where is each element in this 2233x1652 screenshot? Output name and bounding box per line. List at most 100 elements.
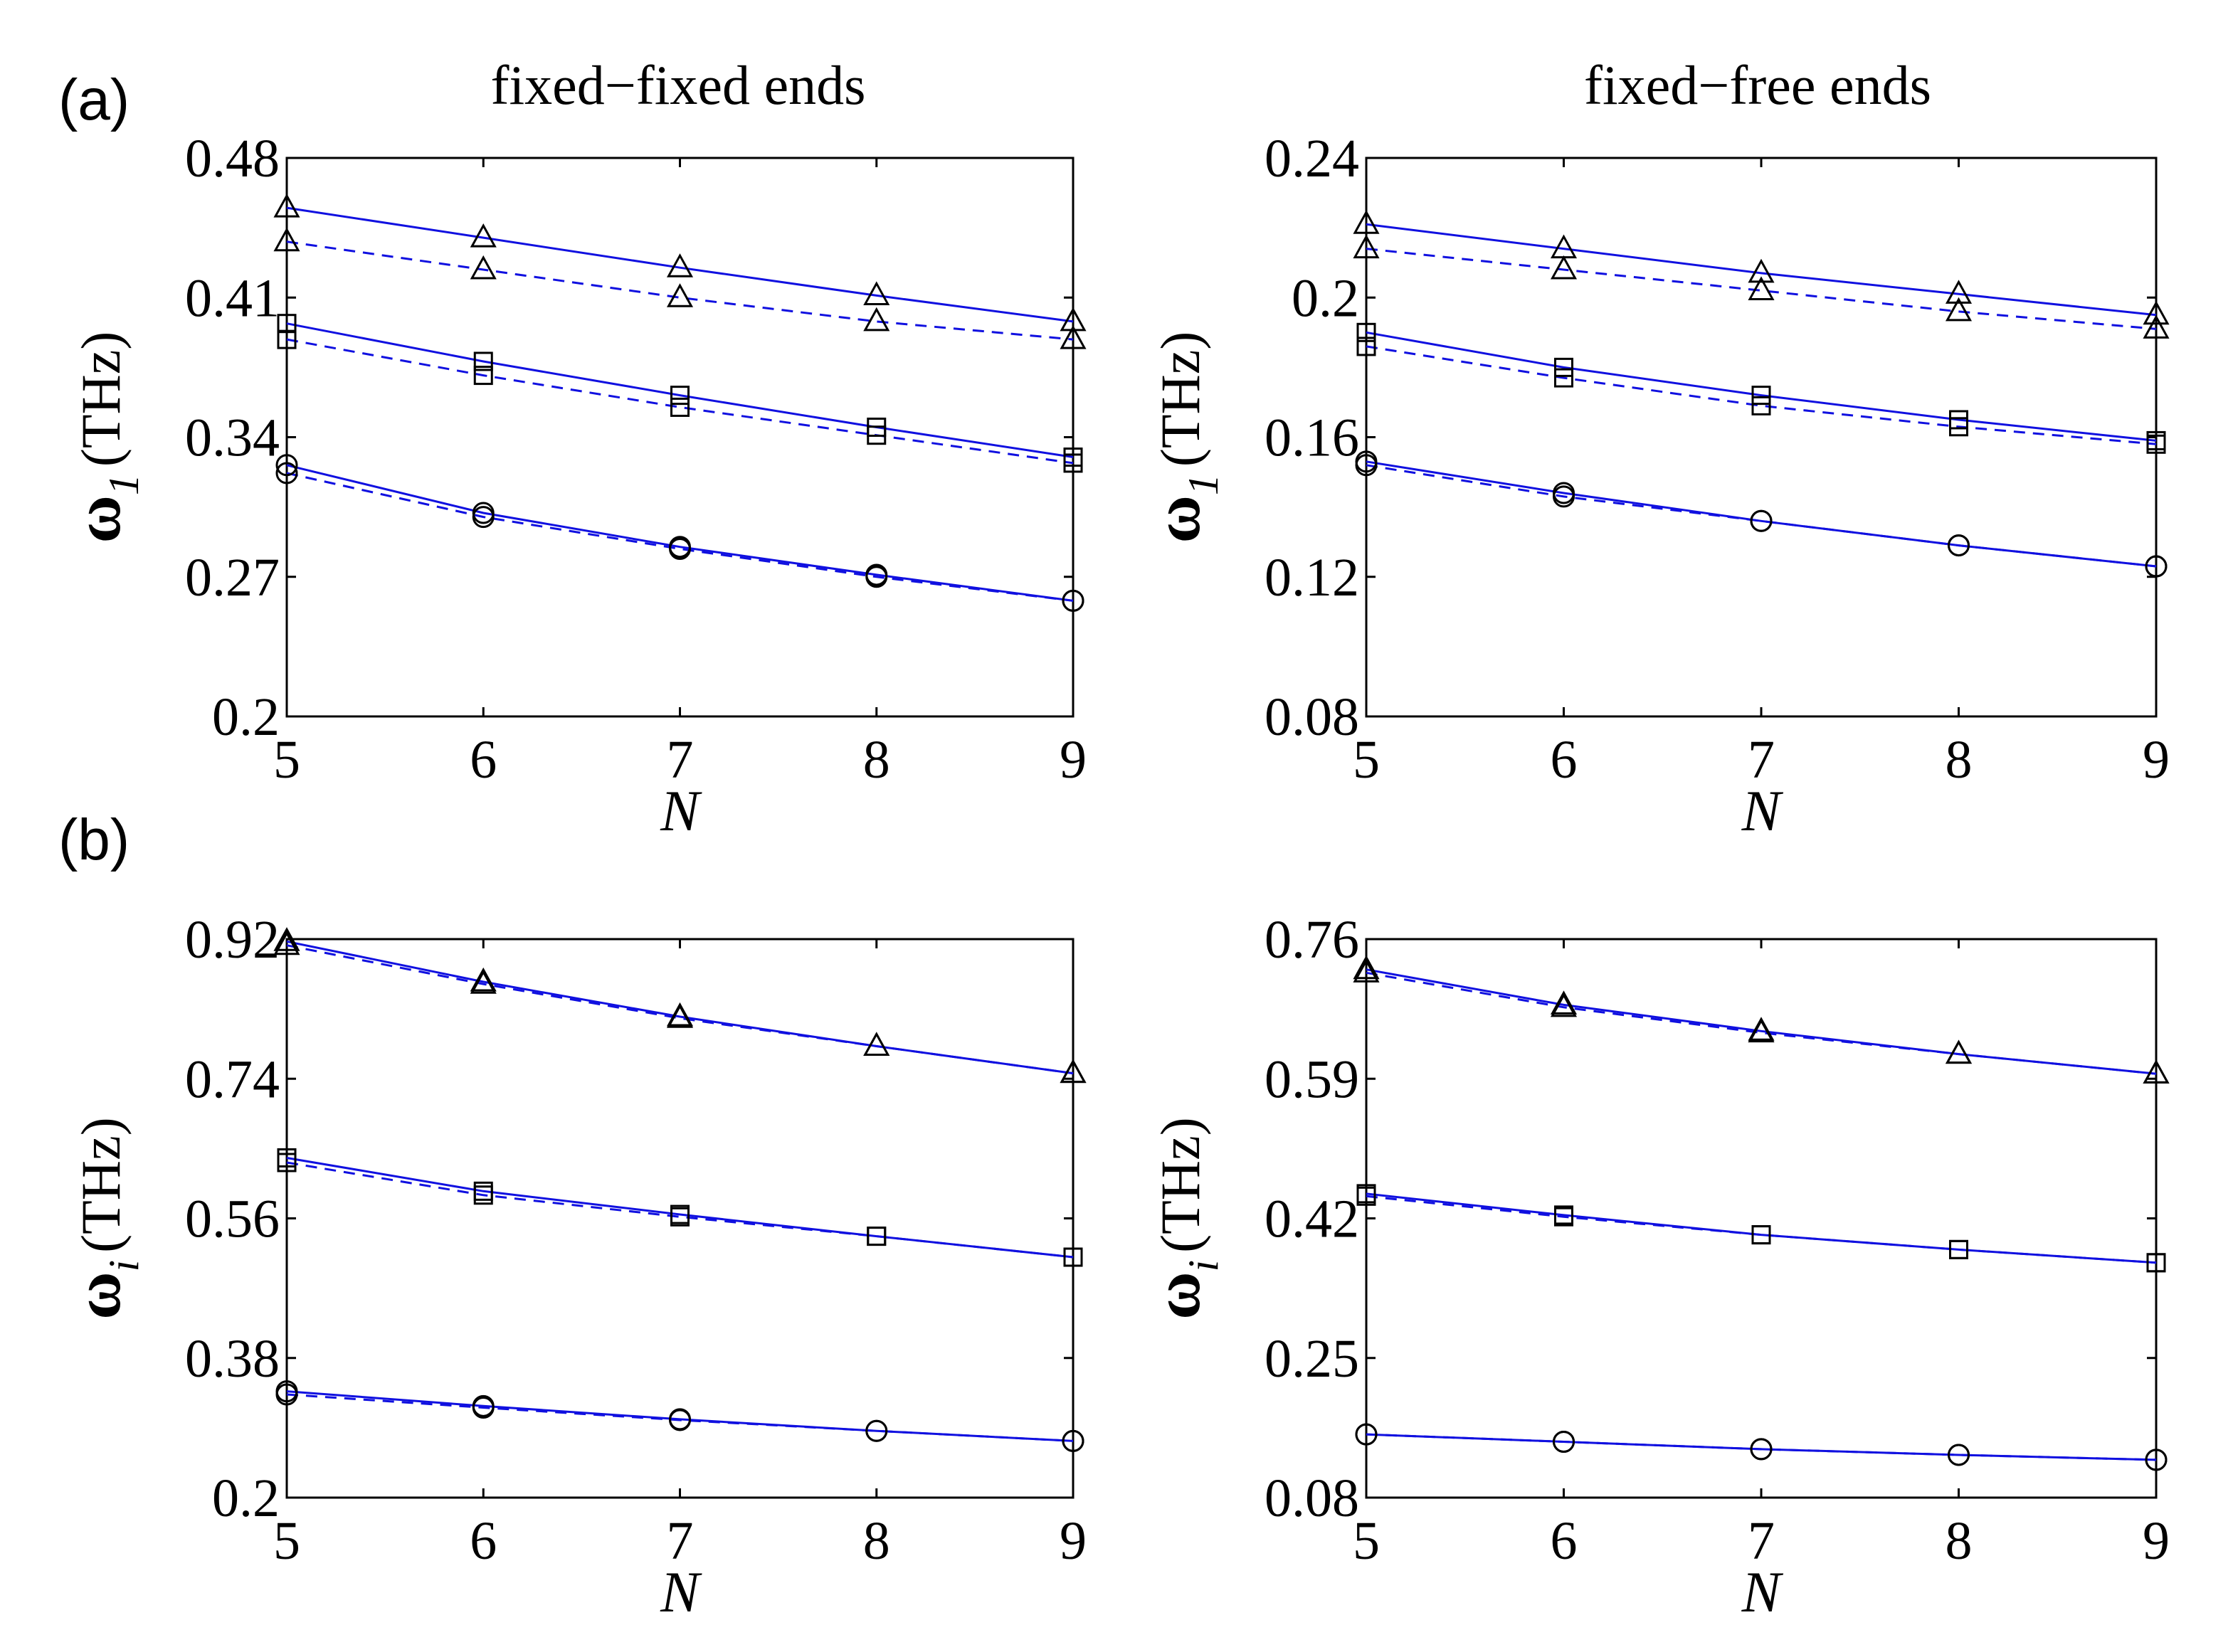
y-axis-label-symbol: ω (1141, 1271, 1213, 1319)
data-point-triangle (1945, 297, 1973, 322)
series-line-square-solid (1366, 331, 2157, 442)
data-point-square (670, 397, 690, 417)
plot-frame (1365, 938, 2158, 1499)
x-tick-label: 7 (1748, 1511, 1775, 1571)
data-point-triangle (470, 223, 497, 248)
data-point-triangle (1060, 1059, 1087, 1084)
y-tick-label: 0.92 (185, 910, 280, 970)
data-point-triangle (863, 281, 890, 305)
panel-label-a: (a) (58, 68, 130, 132)
data-point-circle (2145, 555, 2168, 578)
data-point-triangle (273, 227, 300, 252)
data-point-circle (275, 1383, 298, 1406)
data-point-square (1554, 357, 1573, 377)
data-point-square (867, 1227, 887, 1246)
data-point-circle (472, 1397, 495, 1419)
y-tick-label: 0.25 (1265, 1329, 1359, 1389)
x-tick-label: 9 (1060, 1511, 1087, 1571)
column-title-fixed-fixed: fixed−fixed ends (491, 54, 866, 116)
data-point-circle (1750, 509, 1773, 532)
data-point-triangle (2143, 300, 2170, 325)
x-tick-label: 9 (1060, 730, 1087, 790)
data-point-triangle (2143, 1059, 2170, 1084)
series-line-square-dashed (1366, 345, 2157, 445)
series-line-triangle-dashed (1366, 248, 2157, 330)
data-point-triangle (1353, 234, 1380, 259)
chart-b-left: 5 6 7 8 9 0.2 0.38 0.56 0.74 0.92 Nωi (THz) (61, 910, 1087, 1624)
data-point-circle (2145, 1449, 2168, 1471)
series-line-circle-solid (1366, 1433, 2157, 1461)
data-point-circle (1750, 1438, 1773, 1461)
data-point-circle (275, 462, 298, 485)
y-axis-label-subscript: 1 (100, 474, 147, 495)
data-point-triangle (666, 283, 694, 307)
data-point-square (473, 1185, 493, 1205)
series-line-circle-solid (286, 1390, 1074, 1442)
x-tick-label: 7 (1748, 730, 1775, 790)
data-point-square (277, 1153, 297, 1172)
data-point-circle (669, 1409, 691, 1431)
data-point-triangle (1945, 280, 1973, 304)
data-point-triangle (1550, 255, 1578, 280)
data-point-circle (1355, 1423, 1378, 1446)
data-point-square (1751, 396, 1771, 415)
data-point-square (1949, 417, 1968, 437)
data-point-triangle (1353, 955, 1380, 980)
data-point-square (1063, 1247, 1083, 1267)
data-point-square (1751, 1225, 1771, 1245)
series-line-triangle-dashed (286, 240, 1074, 341)
x-tick-label: 8 (1946, 1511, 1973, 1571)
x-tick-label: 9 (2143, 730, 2170, 790)
data-point-triangle (1060, 307, 1087, 332)
y-axis-label-unit: (THz) (1149, 332, 1211, 467)
data-point-square (867, 425, 887, 445)
x-tick-label: 5 (1353, 730, 1380, 790)
series-line-square-dashed (286, 338, 1074, 465)
x-axis-label: N (660, 1560, 702, 1624)
x-axis-label: N (1741, 778, 1784, 843)
data-point-triangle (863, 1032, 890, 1056)
data-point-triangle (1550, 990, 1578, 1015)
data-point-triangle (1945, 1039, 1973, 1064)
y-axis-label-unit: (THz) (70, 1117, 132, 1253)
series-line-circle-solid (1366, 460, 2157, 568)
x-tick-label: 7 (667, 1511, 694, 1571)
y-tick-label: 0.2 (1292, 268, 1359, 328)
x-axis-label: N (1741, 1560, 1784, 1624)
data-point-circle (1553, 1431, 1575, 1453)
data-point-triangle (1550, 992, 1578, 1017)
data-point-circle (1062, 589, 1084, 612)
data-point-circle (275, 454, 298, 477)
x-tick-label: 9 (2143, 1511, 2170, 1571)
series-line-triangle-solid (286, 206, 1074, 323)
data-point-triangle (470, 967, 497, 992)
data-point-square (1356, 322, 1376, 342)
y-tick-label: 0.59 (1265, 1049, 1359, 1109)
y-axis-label-symbol: ω (1141, 495, 1213, 543)
y-axis-label: ω1 (THz) (1141, 332, 1227, 544)
series-line-square-solid (286, 1157, 1074, 1259)
x-tick-label: 6 (470, 730, 497, 790)
series-line-circle-solid (286, 464, 1074, 602)
chart-a-right: 5 6 7 8 9 0.08 0.12 0.16 0.2 0.24 Nω1 (THz) (1141, 129, 2170, 843)
data-point-triangle (863, 307, 890, 332)
y-axis-label-subscript: i (100, 1260, 147, 1272)
y-axis-label-symbol: ω (61, 495, 134, 543)
data-point-triangle (1748, 276, 1775, 300)
data-point-triangle (1353, 210, 1380, 234)
data-point-triangle (273, 931, 300, 955)
y-tick-label: 0.34 (185, 408, 280, 468)
data-point-circle (865, 566, 888, 588)
data-point-triangle (273, 193, 300, 218)
data-point-triangle (1748, 1018, 1775, 1043)
x-tick-label: 5 (273, 1511, 300, 1571)
chart-a-left: 5 6 7 8 9 0.2 0.27 0.34 0.41 0.48 Nω1 (THz) (61, 129, 1087, 843)
y-tick-label: 0.42 (1265, 1190, 1359, 1249)
series-line-triangle-solid (1366, 968, 2157, 1075)
series-line-triangle-solid (1366, 223, 2157, 317)
x-tick-label: 7 (667, 730, 694, 790)
data-point-circle (1062, 1429, 1084, 1452)
data-point-triangle (666, 1004, 694, 1028)
